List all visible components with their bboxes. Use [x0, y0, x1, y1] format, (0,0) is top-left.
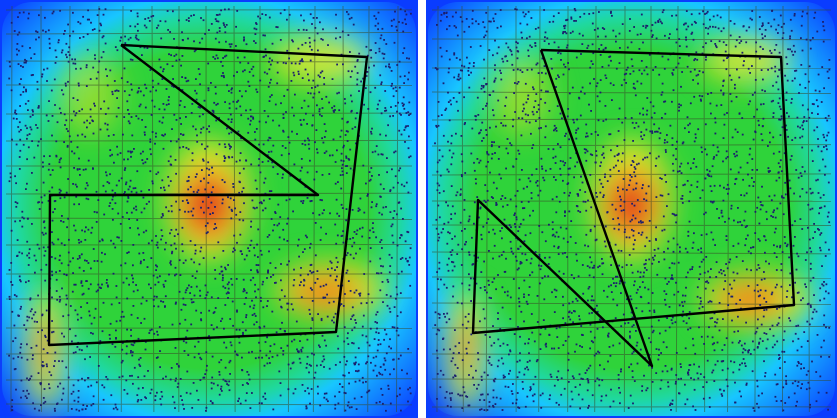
data-points [434, 8, 831, 412]
panel-divider [418, 0, 426, 418]
trajectory-path [471, 48, 796, 368]
density-hotspots [27, 36, 385, 410]
heatmap-panel-right [426, 0, 837, 418]
heatmap-panel-left [0, 0, 418, 418]
heatmap-left [0, 0, 418, 418]
heatmap-right [426, 0, 837, 418]
trajectory-path [47, 43, 369, 347]
